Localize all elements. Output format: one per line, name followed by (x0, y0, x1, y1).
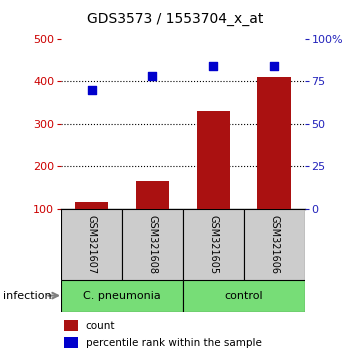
Bar (183, 209, 244, 280)
Bar (122, 209, 183, 280)
Bar (61, 280, 183, 312)
Text: GSM321607: GSM321607 (87, 215, 97, 274)
Text: GSM321606: GSM321606 (269, 215, 279, 274)
Text: infection: infection (4, 291, 52, 301)
Bar (197, 111, 230, 209)
Bar (64, 337, 78, 348)
Point (89, 87, 95, 93)
Point (150, 74, 155, 79)
Text: percentile rank within the sample: percentile rank within the sample (85, 337, 261, 348)
Text: count: count (85, 320, 115, 331)
Text: GDS3573 / 1553704_x_at: GDS3573 / 1553704_x_at (87, 12, 263, 27)
Bar (64, 320, 78, 331)
Point (271, 63, 277, 69)
Bar (75, 202, 108, 209)
Bar (244, 209, 304, 280)
Text: GSM321605: GSM321605 (208, 215, 218, 274)
Point (210, 63, 216, 69)
Bar (61, 209, 122, 280)
Text: control: control (224, 291, 263, 301)
Bar (136, 181, 169, 209)
Bar (257, 77, 291, 209)
Text: GSM321608: GSM321608 (147, 215, 158, 274)
Text: C. pneumonia: C. pneumonia (83, 291, 161, 301)
Bar (183, 280, 304, 312)
